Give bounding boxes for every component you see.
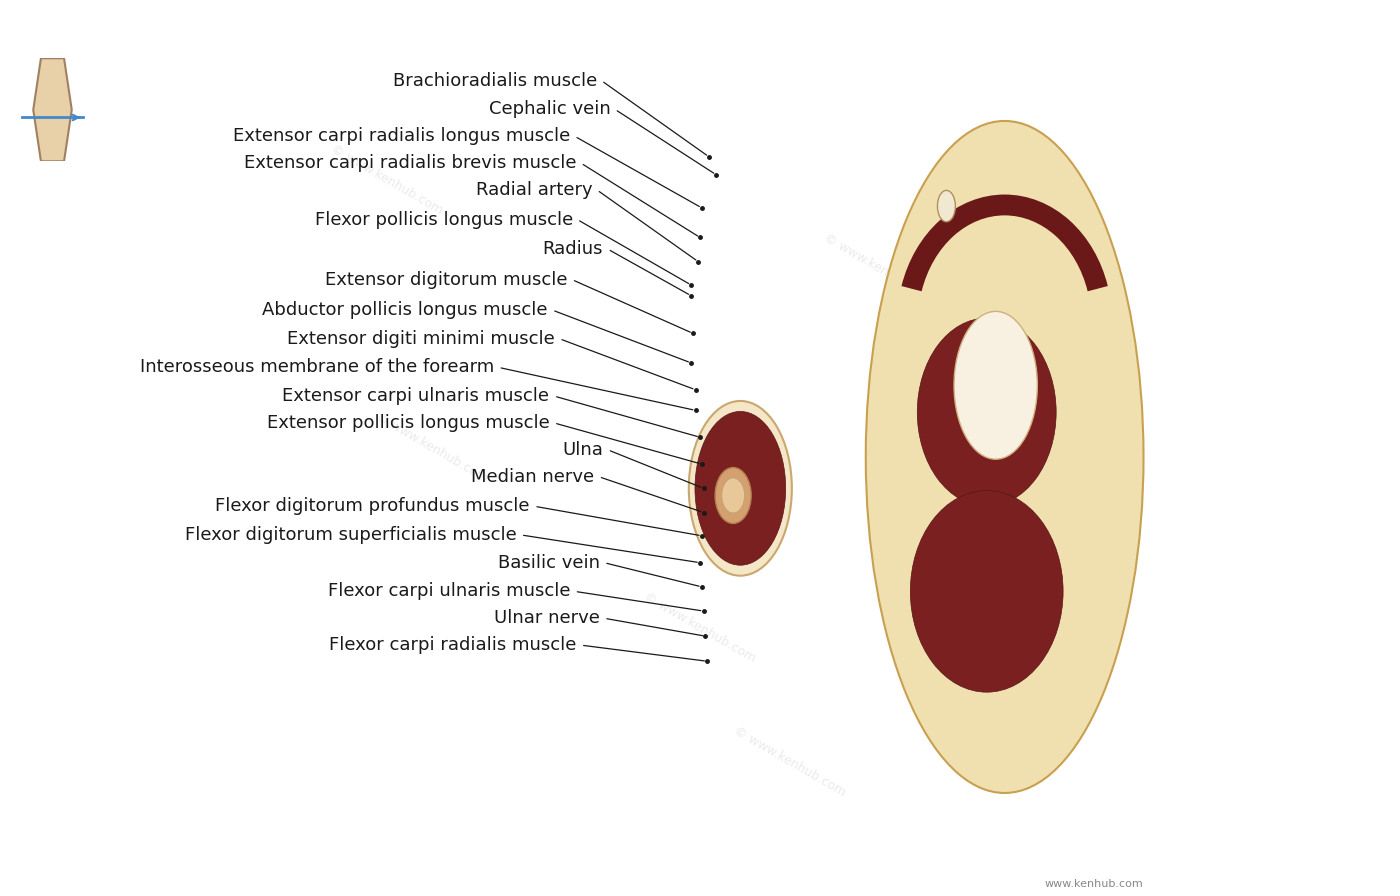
Text: Radial artery: Radial artery xyxy=(476,181,592,199)
Text: Radius: Radius xyxy=(543,240,603,258)
Text: Flexor digitorum superficialis muscle: Flexor digitorum superficialis muscle xyxy=(185,526,517,544)
Text: Flexor carpi ulnaris muscle: Flexor carpi ulnaris muscle xyxy=(328,582,570,600)
Ellipse shape xyxy=(938,191,955,221)
Text: Extensor digiti minimi muscle: Extensor digiti minimi muscle xyxy=(287,330,554,348)
Text: Cephalic vein: Cephalic vein xyxy=(489,100,610,118)
Ellipse shape xyxy=(722,478,745,513)
Ellipse shape xyxy=(715,468,752,523)
Text: Extensor digitorum muscle: Extensor digitorum muscle xyxy=(325,271,567,289)
Ellipse shape xyxy=(953,312,1037,460)
Text: HUB: HUB xyxy=(1316,866,1347,879)
Polygon shape xyxy=(34,58,71,161)
Text: © www.kenhub.com: © www.kenhub.com xyxy=(328,142,445,217)
Text: Interosseous membrane of the forearm: Interosseous membrane of the forearm xyxy=(140,358,494,376)
Text: Extensor carpi radialis brevis muscle: Extensor carpi radialis brevis muscle xyxy=(244,154,577,172)
Text: Abductor pollicis longus muscle: Abductor pollicis longus muscle xyxy=(262,301,547,319)
Text: www.kenhub.com: www.kenhub.com xyxy=(1044,879,1144,889)
Text: Median nerve: Median nerve xyxy=(472,468,594,486)
Text: Brachioradialis muscle: Brachioradialis muscle xyxy=(393,72,596,90)
Ellipse shape xyxy=(865,121,1144,793)
Text: Basilic vein: Basilic vein xyxy=(497,554,599,572)
Text: © www.kenhub.com: © www.kenhub.com xyxy=(820,231,938,306)
Text: Flexor pollicis longus muscle: Flexor pollicis longus muscle xyxy=(315,211,573,228)
Ellipse shape xyxy=(910,491,1063,692)
Text: KEN: KEN xyxy=(1317,842,1345,856)
Text: © www.kenhub.com: © www.kenhub.com xyxy=(731,724,848,799)
Text: Ulnar nerve: Ulnar nerve xyxy=(494,609,599,627)
Text: © www.kenhub.com: © www.kenhub.com xyxy=(372,410,490,486)
Text: Extensor carpi ulnaris muscle: Extensor carpi ulnaris muscle xyxy=(283,387,549,405)
Text: Ulna: Ulna xyxy=(563,441,603,459)
Text: Extensor carpi radialis longus muscle: Extensor carpi radialis longus muscle xyxy=(232,127,570,145)
Ellipse shape xyxy=(917,318,1056,506)
Text: Flexor digitorum profundus muscle: Flexor digitorum profundus muscle xyxy=(216,497,529,515)
Text: © www.kenhub.com: © www.kenhub.com xyxy=(641,590,759,665)
Text: Extensor pollicis longus muscle: Extensor pollicis longus muscle xyxy=(267,414,549,432)
Ellipse shape xyxy=(694,411,785,565)
Text: Flexor carpi radialis muscle: Flexor carpi radialis muscle xyxy=(329,636,577,654)
Ellipse shape xyxy=(689,401,792,576)
